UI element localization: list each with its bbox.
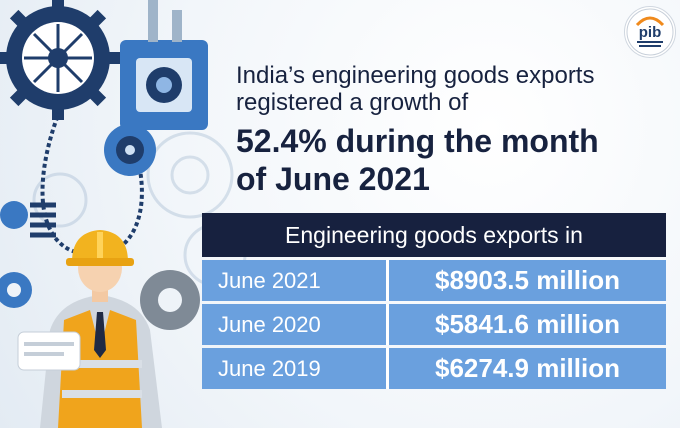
row-divider [386,348,389,389]
svg-text:pib: pib [639,24,662,41]
chain-line [40,109,144,258]
exports-table: Engineering goods exports in June 2021 $… [202,213,666,389]
row-year: June 2019 [218,356,321,381]
small-gear-icon [0,201,32,308]
row-value: $5841.6 million [435,309,620,339]
table-row: June 2020 $5841.6 million [202,304,666,345]
row-value: $6274.9 million [435,353,620,383]
row-divider [386,260,389,301]
spring-icon [30,202,56,238]
row-year: June 2020 [218,312,321,337]
headline: India’s engineering goods exports regist… [236,62,666,198]
worker-figure [17,230,162,428]
medium-gear-icon [104,124,156,176]
row-divider [386,304,389,345]
large-gear-icon [0,0,120,120]
headline-line-1: India’s engineering goods exports [236,62,595,89]
headline-line-2: registered a growth of [236,89,469,116]
machine-block-icon [120,0,208,130]
blueprint-roll-icon [17,331,81,371]
table-row: June 2019 $6274.9 million [202,348,666,389]
table-row: June 2021 $8903.5 million [202,260,666,301]
headline-line-4: of June 2021 [236,161,430,197]
headline-line-3: 52.4% during the month [236,123,599,159]
table-header: Engineering goods exports in [202,213,666,257]
pib-logo: pib [624,6,676,58]
engineering-illustration [0,0,247,428]
row-value: $8903.5 million [435,265,620,295]
row-year: June 2021 [218,268,321,293]
grey-gear-icon [140,270,200,330]
